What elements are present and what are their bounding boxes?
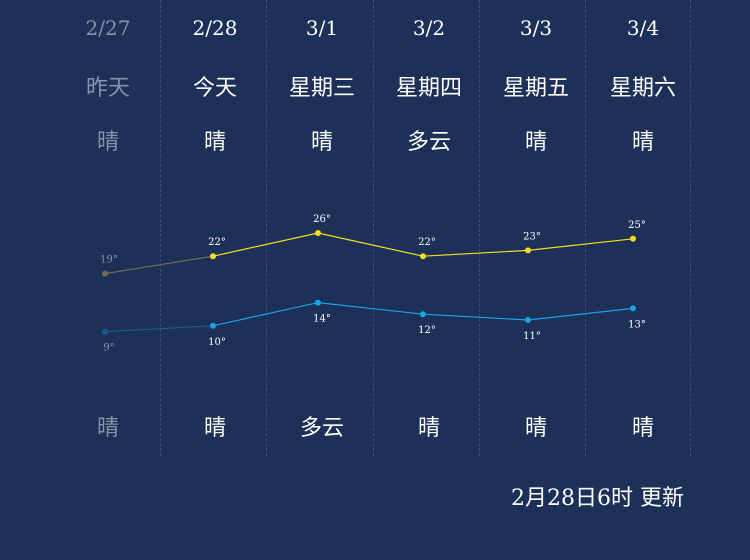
day-weather: 晴 [310, 130, 333, 155]
night-weather: 晴 [631, 416, 654, 441]
night-weather: 晴 [203, 416, 226, 441]
low-temp-point [525, 317, 531, 323]
day-weather: 晴 [203, 130, 226, 155]
day-column-5: 3/4 星期六 晴 晴 [590, 0, 696, 456]
low-temp-line-segment [317, 302, 424, 315]
high-temp-line-segment [212, 232, 319, 257]
high-temp-line-segment [422, 249, 529, 257]
column-divider [690, 0, 691, 456]
high-temp-point [210, 253, 216, 260]
low-temp-label: 12° [418, 325, 436, 336]
high-temp-point [525, 247, 531, 254]
night-weather: 晴 [96, 416, 119, 441]
high-temp-line-segment [317, 232, 424, 257]
day-weekday: 昨天 [85, 76, 130, 101]
day-weekday: 今天 [192, 76, 237, 101]
day-column-2: 3/1 星期三 晴 多云 [269, 0, 375, 456]
day-column-4: 3/3 星期五 晴 晴 [483, 0, 589, 456]
low-temp-label: 10° [208, 337, 226, 348]
high-temp-label: 25° [628, 220, 646, 231]
low-temp-line-segment [422, 313, 529, 321]
day-column-3: 3/2 星期四 多云 晴 [376, 0, 482, 456]
day-weekday: 星期四 [395, 76, 462, 101]
low-temp-point [102, 328, 108, 335]
day-date: 3/2 [412, 16, 446, 40]
column-divider [585, 0, 586, 456]
low-temp-point [630, 305, 636, 312]
day-date: 3/4 [626, 16, 660, 40]
day-weekday: 星期六 [609, 76, 676, 101]
column-divider [373, 0, 374, 456]
day-weekday: 星期三 [288, 76, 355, 101]
column-divider [479, 0, 480, 456]
high-temp-line-segment [104, 255, 214, 275]
high-temp-point [420, 253, 426, 260]
high-temp-line-segment [527, 238, 634, 251]
high-temp-point [630, 235, 636, 242]
high-temp-label: 22° [208, 237, 226, 248]
low-temp-label: 14° [313, 314, 331, 325]
high-temp-label: 19° [100, 255, 118, 266]
high-temp-label: 22° [418, 237, 436, 248]
low-temp-label: 13° [628, 319, 646, 330]
night-weather: 多云 [299, 416, 344, 441]
low-temp-line-segment [527, 307, 634, 321]
column-divider [160, 0, 161, 456]
low-temp-label: 9° [103, 343, 114, 354]
night-weather: 晴 [417, 416, 440, 441]
column-divider [266, 0, 267, 456]
high-temp-point [102, 270, 108, 277]
day-column-1: 2/28 今天 晴 晴 [162, 0, 268, 456]
temperature-chart: 19° 22° 26° 22° 23° 25° 9° 10° 14° 12° 11° 13° [100, 214, 646, 354]
low-temp-point [315, 299, 321, 306]
low-temp-line-segment [104, 325, 214, 333]
low-temp-label: 11° [523, 331, 541, 342]
high-temp-label: 26° [313, 214, 331, 225]
day-weather: 晴 [96, 130, 119, 155]
day-column-0: 2/27 昨天 晴 晴 [55, 0, 161, 456]
day-weekday: 星期五 [502, 76, 569, 101]
low-temp-point [420, 311, 426, 318]
low-temp-point [210, 322, 216, 329]
high-temp-point [315, 230, 321, 236]
day-date: 2/28 [192, 16, 238, 40]
high-temp-label: 23° [523, 231, 541, 242]
day-date: 3/1 [305, 16, 339, 40]
day-date: 3/3 [519, 16, 553, 40]
day-weather: 晴 [631, 130, 654, 155]
update-time: 2月28日6时 更新 [511, 486, 684, 511]
day-weather: 晴 [524, 130, 547, 155]
day-date: 2/27 [85, 16, 131, 40]
day-weather: 多云 [406, 130, 451, 155]
low-temp-line-segment [212, 302, 319, 327]
night-weather: 晴 [524, 416, 547, 441]
